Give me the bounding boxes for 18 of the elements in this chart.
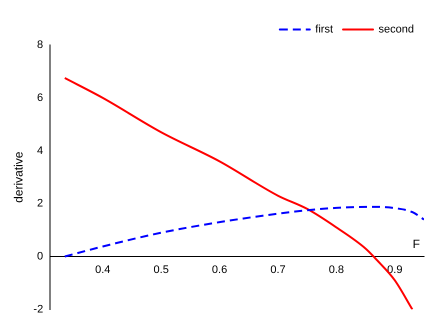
x-tick-label: 0.8 — [328, 264, 344, 276]
x-axis-title: F — [412, 236, 420, 251]
legend-label: first — [315, 24, 334, 36]
x-tick-label: 0.5 — [154, 264, 169, 276]
y-tick-label: 0 — [37, 250, 44, 263]
y-tick-label: -2 — [33, 303, 44, 316]
x-tick-label: 0.7 — [270, 264, 286, 276]
y-tick-label: 8 — [37, 39, 44, 52]
x-tick-label: 0.6 — [212, 264, 228, 276]
x-tick-label: 0.9 — [387, 264, 402, 276]
y-axis-title: derivative — [12, 151, 26, 203]
line-series — [64, 206, 424, 258]
x-tick-label: 0.4 — [95, 264, 110, 276]
y-tick-label: 4 — [37, 144, 44, 157]
y-tick-label: 6 — [37, 92, 44, 104]
line-series — [64, 77, 414, 310]
y-tick-label: 2 — [37, 198, 44, 210]
legend-label: second — [378, 24, 414, 36]
